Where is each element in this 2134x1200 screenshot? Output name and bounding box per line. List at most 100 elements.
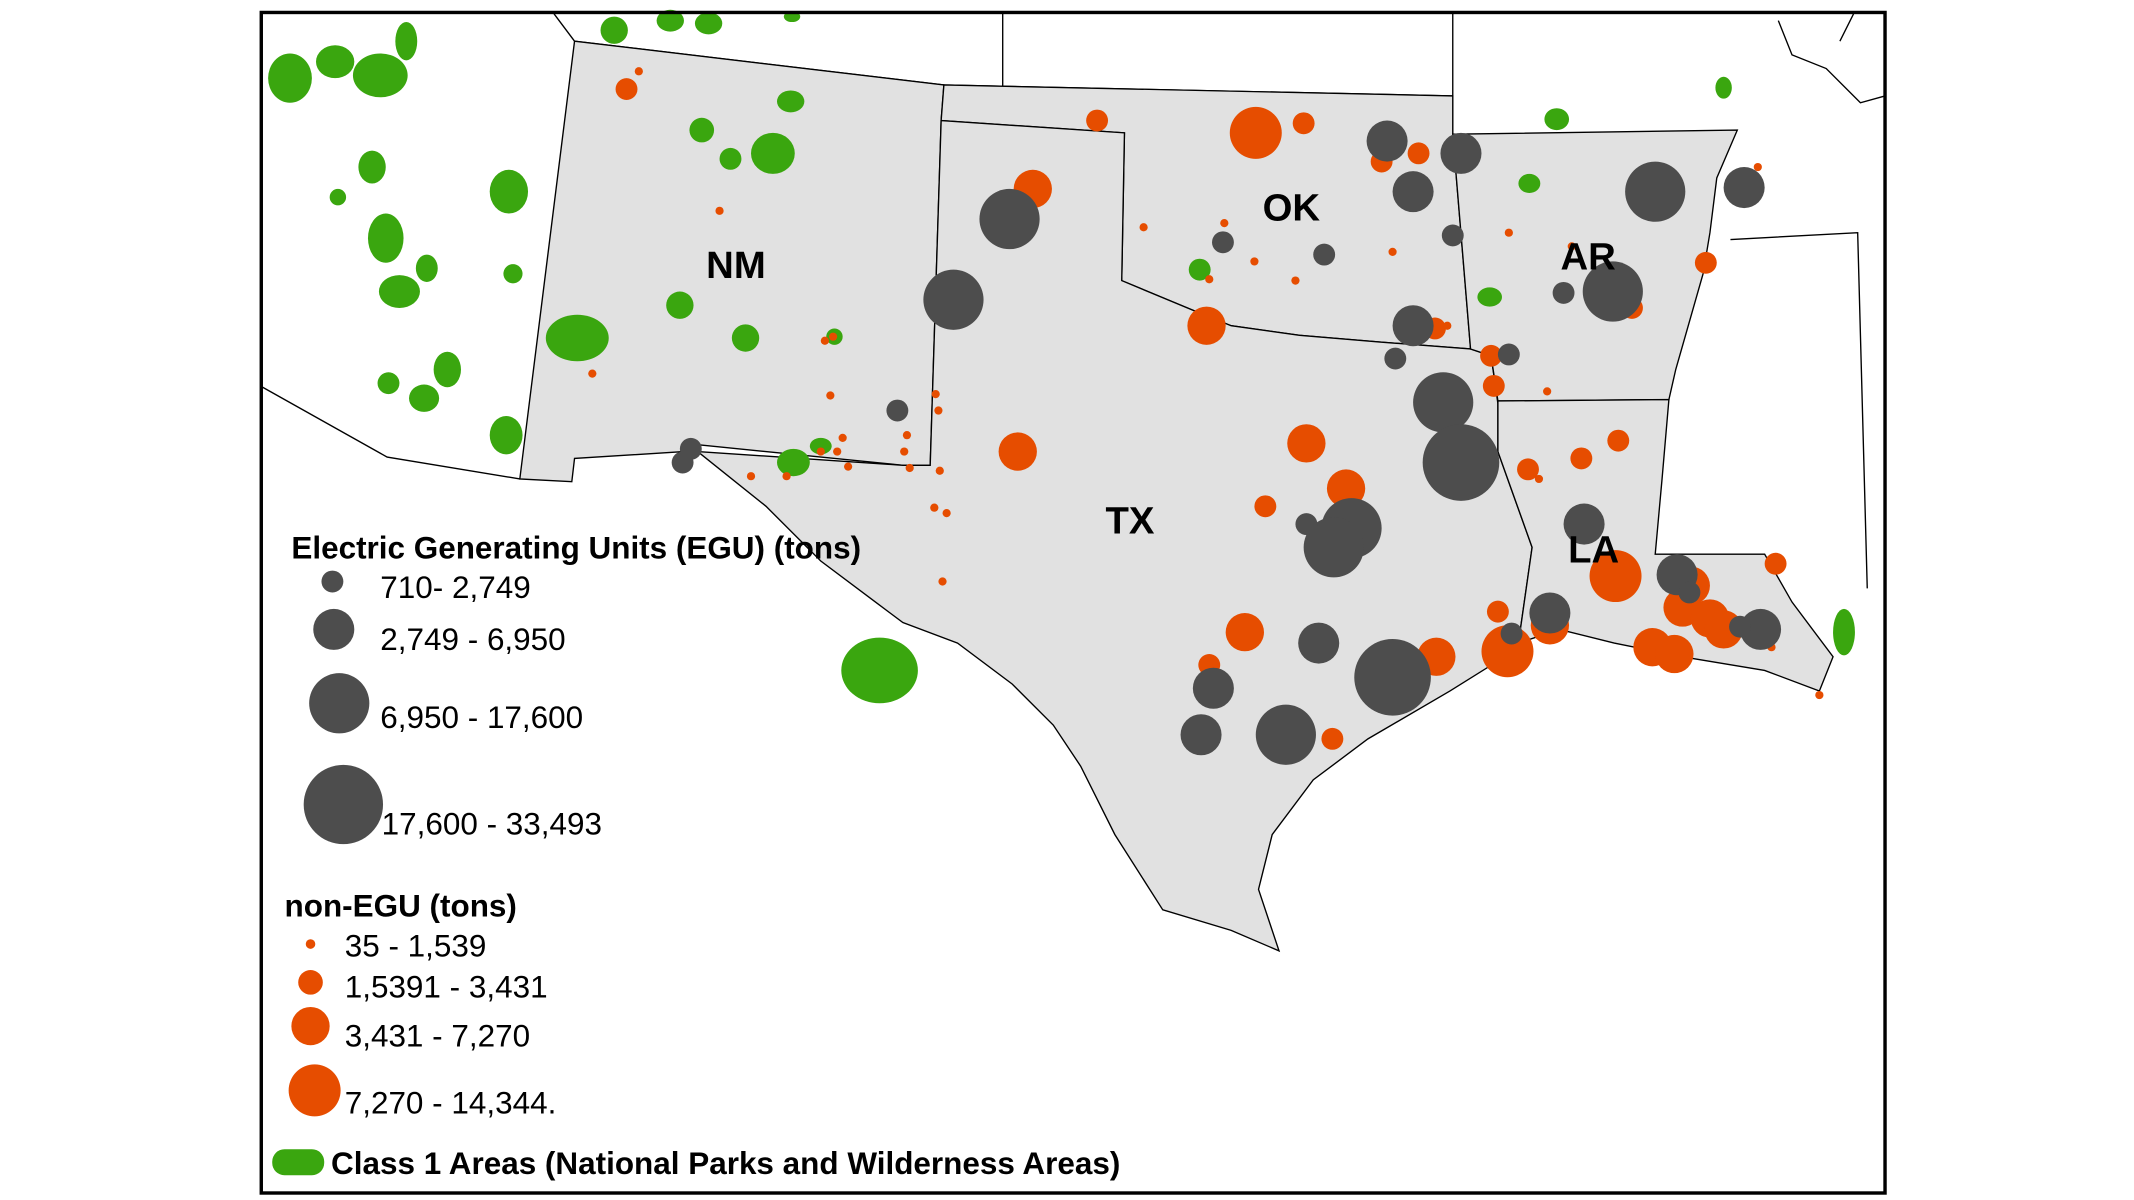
non-egu-point bbox=[1287, 424, 1326, 463]
legend: Electric Generating Units (EGU) (tons) 7… bbox=[272, 530, 1120, 1181]
state-labels: NM OK TX AR LA bbox=[706, 186, 1619, 571]
non-egu-point bbox=[1321, 727, 1344, 750]
class1-area bbox=[503, 264, 523, 284]
egu-point bbox=[1354, 638, 1431, 716]
egu-point bbox=[1441, 224, 1464, 247]
map-frame bbox=[259, 10, 1887, 1195]
egu-point bbox=[1723, 167, 1765, 209]
state-label-ar: AR bbox=[1561, 236, 1616, 279]
egu-point bbox=[1440, 132, 1482, 174]
non-egu-point bbox=[1482, 374, 1505, 397]
egu-point bbox=[1678, 581, 1701, 604]
legend-egu-item-4: 17,600 - 33,493 bbox=[382, 807, 602, 842]
egu-point bbox=[671, 451, 694, 474]
non-egu-point bbox=[588, 369, 597, 378]
class1-area bbox=[315, 45, 355, 79]
class1-area bbox=[329, 188, 347, 206]
state-label-tx: TX bbox=[1105, 500, 1154, 543]
egu-point bbox=[1298, 622, 1340, 664]
class1-area bbox=[489, 416, 523, 455]
class1-area bbox=[841, 637, 918, 704]
egu-point bbox=[1313, 243, 1336, 266]
non-egu-point bbox=[1753, 162, 1762, 172]
class1-area bbox=[367, 213, 404, 263]
egu-point bbox=[1192, 667, 1234, 709]
legend-egu-item-2: 2,749 - 6,950 bbox=[380, 622, 565, 657]
non-egu-point bbox=[900, 447, 909, 456]
class1-area bbox=[415, 254, 438, 282]
egu-point bbox=[1500, 622, 1523, 645]
non-egu-point bbox=[1815, 690, 1824, 700]
egu-point bbox=[923, 269, 984, 330]
egu-point bbox=[1422, 424, 1500, 501]
non-egu-point bbox=[1086, 109, 1109, 132]
egu-point bbox=[1255, 704, 1316, 765]
legend-non-egu-symbol-3 bbox=[291, 1006, 330, 1046]
class1-area bbox=[1544, 108, 1570, 131]
class1-area bbox=[776, 90, 805, 113]
egu-point bbox=[1529, 592, 1571, 634]
legend-class1-label: Class 1 Areas (National Parks and Wilder… bbox=[331, 1146, 1120, 1181]
non-egu-point bbox=[942, 509, 951, 518]
non-egu-point bbox=[1407, 142, 1430, 165]
non-egu-point bbox=[1292, 112, 1315, 135]
non-egu-point bbox=[1694, 251, 1717, 274]
non-egu-point bbox=[1225, 612, 1264, 652]
class1-area bbox=[751, 132, 795, 174]
non-egu-point bbox=[782, 472, 791, 481]
non-egu-point bbox=[833, 447, 842, 456]
class1-area bbox=[352, 53, 408, 98]
non-egu-point bbox=[1655, 634, 1694, 674]
egu-point bbox=[1303, 517, 1364, 578]
non-egu-point bbox=[615, 78, 638, 101]
class1-area bbox=[656, 9, 684, 32]
legend-class1-symbol bbox=[272, 1149, 325, 1176]
non-egu-point bbox=[1229, 106, 1282, 159]
non-egu-point bbox=[931, 390, 940, 399]
non-egu-point bbox=[1388, 247, 1397, 256]
class1-area bbox=[545, 314, 609, 362]
non-egu-point bbox=[1205, 275, 1214, 284]
non-egu-point bbox=[1504, 228, 1513, 237]
class1-area bbox=[689, 117, 715, 143]
non-egu-point bbox=[634, 67, 643, 76]
non-egu-point bbox=[1254, 495, 1277, 518]
egu-point bbox=[1563, 503, 1605, 545]
non-egu-point bbox=[1570, 447, 1593, 470]
class1-area bbox=[694, 12, 723, 35]
legend-non-egu-item-2: 1,5391 - 3,431 bbox=[345, 969, 548, 1004]
non-egu-point bbox=[1326, 469, 1366, 508]
non-egu-point bbox=[930, 503, 939, 512]
egu-point bbox=[1497, 343, 1520, 366]
non-egu-point bbox=[816, 447, 825, 456]
emission-points bbox=[588, 67, 1824, 765]
non-egu-point bbox=[1443, 321, 1452, 330]
class1-area bbox=[809, 437, 832, 455]
non-egu-point bbox=[1187, 306, 1226, 345]
non-egu-point bbox=[1589, 550, 1642, 603]
legend-egu-symbol-3 bbox=[309, 673, 370, 734]
non-egu-point bbox=[1543, 387, 1552, 396]
non-egu-point bbox=[1567, 242, 1576, 251]
legend-non-egu-item-4: 7,270 - 14,344. bbox=[345, 1086, 557, 1121]
egu-point bbox=[1582, 261, 1643, 322]
non-egu-point bbox=[902, 431, 912, 440]
non-egu-point bbox=[826, 391, 835, 400]
egu-point bbox=[1384, 347, 1407, 370]
class1-area bbox=[1715, 76, 1732, 99]
legend-egu-item-3: 6,950 - 17,600 bbox=[380, 700, 583, 735]
egu-point bbox=[1392, 305, 1434, 347]
class1-area bbox=[268, 53, 312, 103]
class1-area bbox=[731, 324, 760, 352]
non-egu-point bbox=[838, 433, 847, 443]
egu-point bbox=[1392, 171, 1434, 213]
state-label-ok: OK bbox=[1263, 186, 1321, 229]
egu-point bbox=[1552, 281, 1575, 304]
egu-point bbox=[1740, 608, 1782, 650]
class1-area bbox=[433, 351, 461, 388]
class1-area bbox=[395, 22, 418, 61]
non-egu-point bbox=[1534, 474, 1544, 484]
class1-areas bbox=[268, 9, 1855, 704]
class1-area bbox=[358, 150, 386, 184]
